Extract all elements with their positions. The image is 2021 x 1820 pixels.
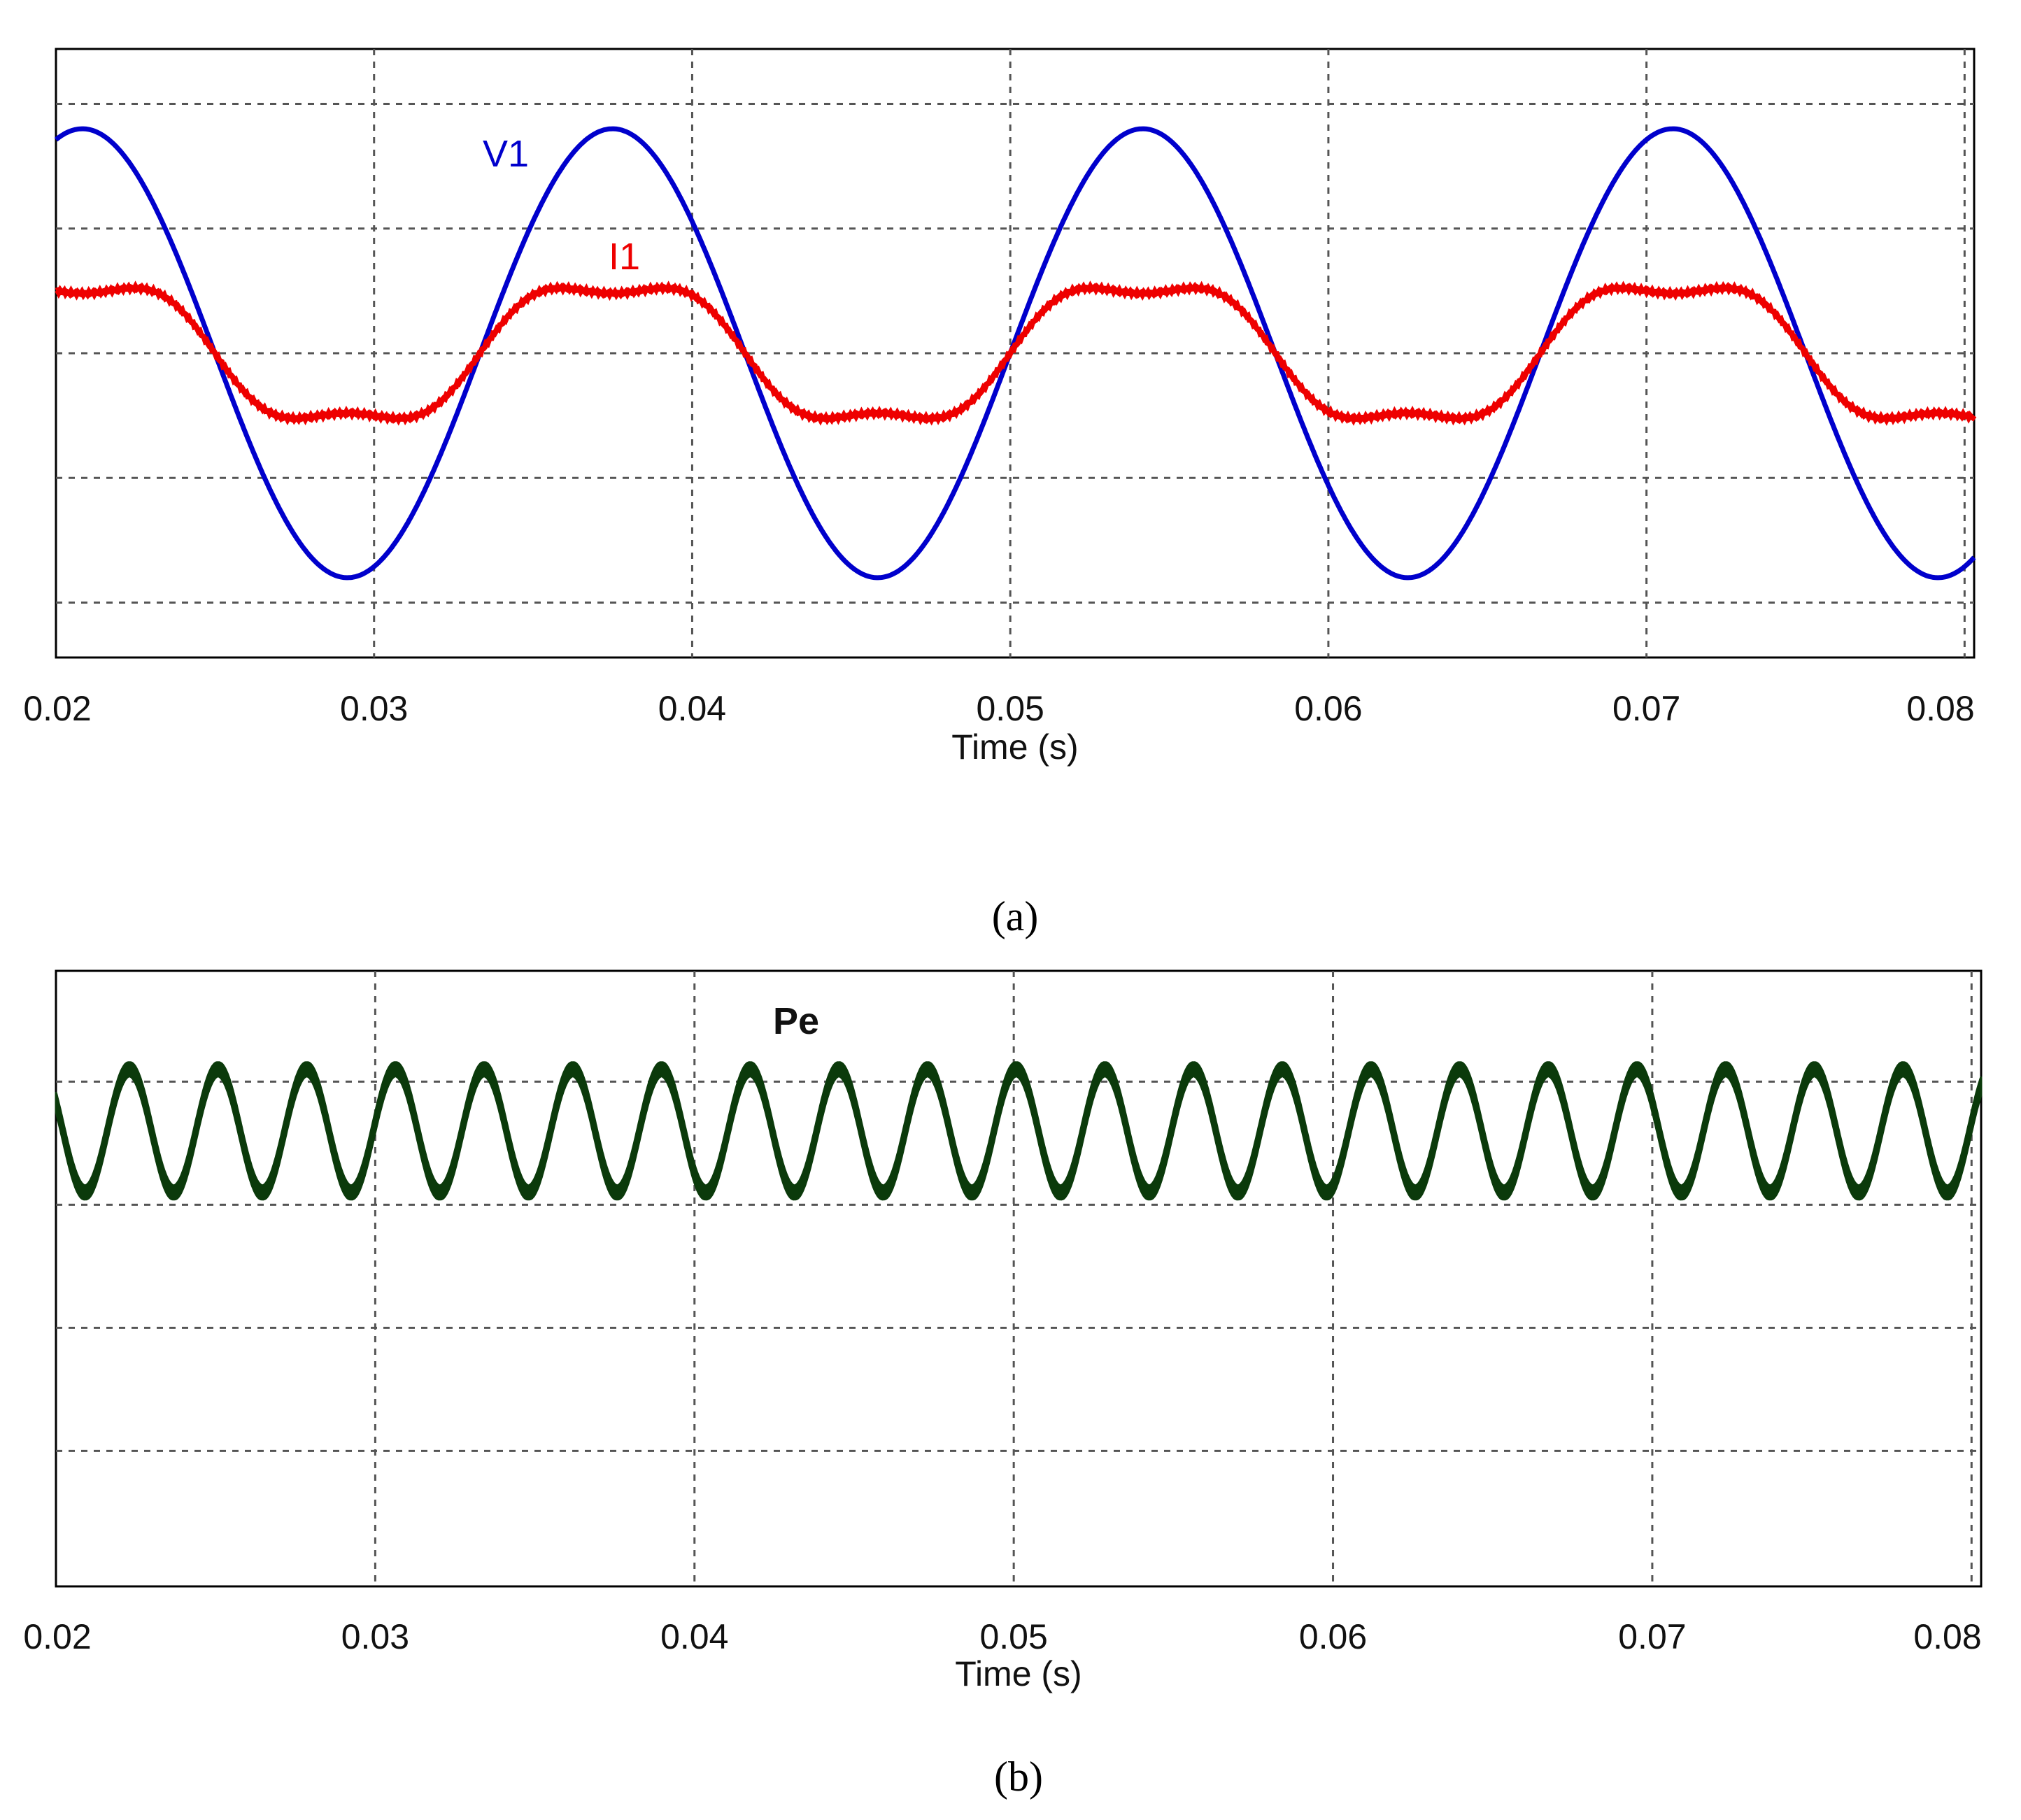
series-label-i1: I1	[609, 236, 640, 278]
x-tick-label: 0.08	[1906, 689, 1974, 728]
series-line-i1	[55, 280, 1977, 426]
x-tick-label: 0.02	[23, 1617, 91, 1656]
x-tick-label: 0.04	[658, 689, 726, 728]
grid-b	[56, 971, 1981, 1586]
grid-a	[56, 49, 1974, 657]
x-tick-label: 0.08	[1913, 1617, 1981, 1656]
x-tick-labels-a: 0.02 0.03 0.04 0.05 0.06 0.07 0.08	[23, 689, 1974, 728]
x-tick-label: 0.04	[660, 1617, 728, 1656]
series-group-a	[54, 126, 1977, 581]
series-label-pe: Pe	[773, 1000, 819, 1042]
chart-panel-b: 0.02 0.03 0.04 0.05 0.06 0.07 0.08 Time (s) Pe…	[23, 969, 1983, 1800]
series-band-pe	[55, 1061, 1983, 1201]
plot-frame-b	[55, 969, 1983, 1588]
x-tick-label: 0.05	[979, 1617, 1047, 1656]
panel-caption-b: (b)	[994, 1754, 1043, 1800]
series-label-v1: V1	[483, 133, 529, 175]
x-tick-labels-b: 0.02 0.03 0.04 0.05 0.06 0.07 0.08	[23, 1617, 1981, 1656]
x-tick-label: 0.05	[977, 689, 1044, 728]
x-tick-label: 0.06	[1299, 1617, 1367, 1656]
x-axis-label-b: Time (s)	[955, 1654, 1082, 1693]
x-tick-label: 0.03	[340, 689, 408, 728]
x-tick-label: 0.02	[23, 689, 91, 728]
x-tick-label: 0.06	[1294, 689, 1362, 728]
x-tick-label: 0.07	[1612, 689, 1680, 728]
x-tick-label: 0.03	[341, 1617, 409, 1656]
x-axis-label-a: Time (s)	[951, 727, 1078, 767]
x-tick-label: 0.07	[1618, 1617, 1686, 1656]
chart-panel-a: 0.02 0.03 0.04 0.05 0.06 0.07 0.08 Time (s) V1…	[23, 48, 1977, 939]
series-group-b	[55, 1061, 1983, 1201]
series-line-v1	[54, 126, 1976, 581]
panel-caption-a: (a)	[992, 893, 1039, 939]
